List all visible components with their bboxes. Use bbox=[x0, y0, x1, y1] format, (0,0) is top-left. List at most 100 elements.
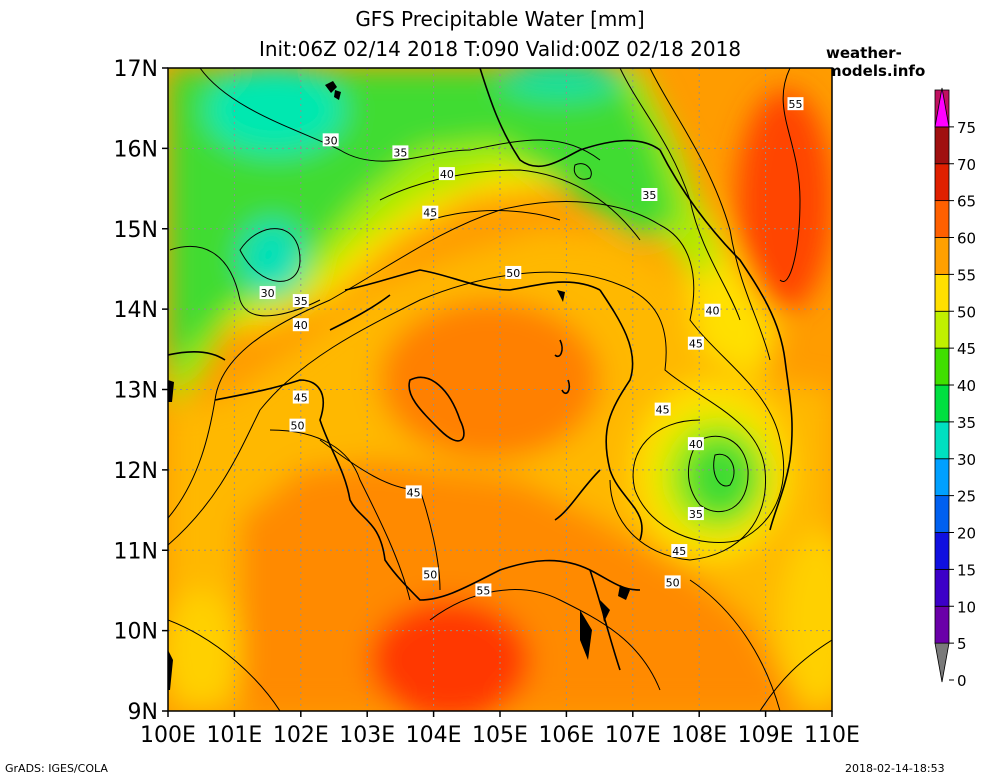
contour-label-text: 35 bbox=[294, 295, 308, 308]
contour-label: 45 bbox=[422, 205, 439, 220]
contour-label-text: 45 bbox=[294, 392, 308, 405]
colorbar-label: 40 bbox=[957, 377, 976, 395]
colorbar: 0 5 10 15 20 25 30 35 40 45 50 55 60 65 70 75 bbox=[934, 87, 976, 690]
colorbar-label: 30 bbox=[957, 451, 976, 469]
contour-lines bbox=[168, 68, 832, 711]
colorbar-label: 10 bbox=[957, 598, 976, 616]
colorbar-label: 20 bbox=[957, 525, 976, 543]
contour-label-text: 45 bbox=[672, 545, 686, 558]
site-watermark: weather-models.info bbox=[826, 44, 926, 80]
contour-label: 45 bbox=[654, 402, 671, 417]
contour-label-bg bbox=[422, 567, 439, 581]
lon-label: 110E bbox=[804, 723, 860, 748]
contour-label-bg bbox=[671, 544, 688, 558]
lon-label: 108E bbox=[671, 723, 727, 748]
contour-label: 55 bbox=[787, 97, 804, 111]
contour-label-bg bbox=[392, 145, 409, 159]
colorbar-label: 0 bbox=[957, 672, 967, 690]
contour-label-text: 40 bbox=[705, 305, 719, 318]
colorbar-segment bbox=[934, 347, 950, 386]
contour-label-text: 30 bbox=[261, 287, 275, 300]
colorbar-label: 25 bbox=[957, 488, 976, 506]
colorbar-label: 75 bbox=[957, 119, 976, 137]
contour-label-text: 45 bbox=[656, 404, 670, 417]
colorbar-label: 65 bbox=[957, 193, 976, 211]
longitude-labels: 100E 101E 102E 103E 104E 105E 106E 107E 108E 109E… bbox=[140, 723, 860, 748]
contour-label-text: 50 bbox=[666, 576, 680, 589]
contour-label: 45 bbox=[687, 336, 704, 351]
lon-label: 101E bbox=[206, 723, 262, 748]
colorbar-segment bbox=[934, 605, 950, 644]
lat-label: 10N bbox=[114, 620, 158, 645]
colorbar-segment bbox=[934, 310, 950, 349]
contour-label: 45 bbox=[671, 544, 688, 558]
contour-label-text: 30 bbox=[324, 134, 338, 147]
colorbar-segment bbox=[934, 495, 950, 533]
contour-label-bg bbox=[664, 575, 681, 589]
contour-label-bg bbox=[475, 583, 492, 597]
map-subtitle: Init:06Z 02/14 2018 T:090 Valid:00Z 02/1… bbox=[258, 37, 742, 61]
islands bbox=[168, 81, 630, 690]
colorbar-label: 15 bbox=[957, 561, 976, 579]
contour-label: 35 bbox=[292, 294, 309, 308]
colorbar-under-arrow bbox=[934, 642, 950, 683]
contour-label: 45 bbox=[405, 485, 422, 499]
field-shading: 30 30 35 35 35 35 40 40 40 40 45 45 45 45 45 45 50 50 50 50… bbox=[168, 68, 832, 711]
contour-label: 40 bbox=[292, 318, 309, 332]
lon-label: 106E bbox=[538, 723, 594, 748]
contour-label-text: 40 bbox=[440, 168, 454, 181]
colorbar-segment bbox=[934, 273, 950, 312]
lon-label: 107E bbox=[605, 723, 661, 748]
contour-label: 30 bbox=[322, 133, 339, 147]
colorbar-over-arrow bbox=[934, 87, 950, 128]
colorbar-label: 70 bbox=[957, 156, 976, 174]
contour-label: 50 bbox=[664, 575, 681, 589]
contour-label-bg bbox=[687, 507, 704, 521]
contour-label-text: 50 bbox=[290, 420, 304, 433]
contour-label-text: 35 bbox=[642, 189, 656, 202]
colorbar-segment bbox=[934, 126, 950, 165]
contour-label-bg bbox=[292, 318, 309, 332]
contour-label-text: 45 bbox=[423, 207, 437, 220]
lat-label: 11N bbox=[114, 539, 158, 564]
colorbar-segment bbox=[934, 532, 950, 570]
colorbar-segment bbox=[934, 163, 950, 202]
lat-label: 17N bbox=[114, 57, 158, 82]
lat-label: 9N bbox=[128, 700, 158, 725]
contour-label-bg bbox=[438, 167, 455, 181]
contour-label: 55 bbox=[475, 583, 492, 597]
contour-label-text: 55 bbox=[788, 98, 802, 111]
contour-label-text: 55 bbox=[476, 584, 490, 597]
contour-label: 40 bbox=[687, 437, 704, 451]
contour-label-text: 35 bbox=[393, 146, 407, 159]
lon-label: 105E bbox=[472, 723, 528, 748]
colorbar-label: 55 bbox=[957, 266, 976, 284]
colorbar-segment bbox=[934, 458, 950, 497]
contour-label-bg bbox=[292, 294, 309, 308]
contour-label-bg bbox=[641, 187, 658, 201]
lon-label: 103E bbox=[339, 723, 395, 748]
lat-label: 14N bbox=[114, 298, 158, 323]
contour-label: 40 bbox=[704, 303, 721, 318]
lat-label: 12N bbox=[114, 459, 158, 484]
contour-label-text: 50 bbox=[423, 568, 437, 581]
contour-label-text: 40 bbox=[689, 438, 703, 451]
lat-label: 16N bbox=[114, 137, 158, 162]
contour-label-bg bbox=[259, 286, 276, 300]
latitude-labels: 9N 10N 11N 12N 13N 14N 15N 16N 17N bbox=[114, 57, 158, 725]
lon-label: 102E bbox=[273, 723, 329, 748]
contour-label-bg bbox=[505, 265, 522, 279]
contour-label: 50 bbox=[505, 265, 522, 280]
contour-label-bg bbox=[292, 390, 309, 404]
contour-label-text: 45 bbox=[407, 486, 421, 499]
map-title: GFS Precipitable Water [mm] bbox=[355, 7, 645, 31]
lat-label: 15N bbox=[114, 218, 158, 243]
contour-label-bg bbox=[422, 205, 439, 219]
contour-label: 35 bbox=[392, 145, 409, 159]
contour-label-bg bbox=[687, 336, 704, 350]
contour-label-text: 45 bbox=[689, 338, 703, 351]
colorbar-segment bbox=[934, 421, 950, 460]
colorbar-label: 35 bbox=[957, 414, 976, 432]
contour-label-text: 50 bbox=[506, 267, 520, 280]
